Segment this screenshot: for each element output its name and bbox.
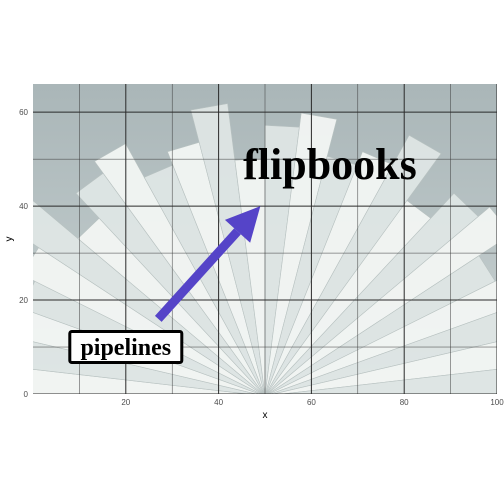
y-tick-label: 40: [19, 202, 28, 211]
annotation-text-flipbooks: flipbooks: [243, 140, 417, 189]
grid-lines: [33, 84, 497, 394]
x-axis-title: x: [263, 410, 268, 421]
annotation-text-pipelines: pipelines: [80, 335, 171, 361]
arrow-head: [224, 206, 261, 243]
y-tick-label: 60: [19, 108, 28, 117]
x-axis-ticks: 20 40 60 80 100: [121, 398, 504, 407]
annotation-arrow: [154, 206, 261, 322]
x-tick-label: 40: [214, 398, 223, 407]
annotation-label-box: pipelines: [68, 330, 184, 365]
x-tick-label: 20: [121, 398, 130, 407]
arrow-shaft: [154, 228, 241, 322]
y-axis-ticks: 0 20 40 60: [19, 108, 28, 399]
y-axis-title: y: [4, 237, 15, 242]
book-page-25: [279, 368, 497, 394]
y-tick-label: 20: [19, 296, 28, 305]
plot-panel: [33, 84, 497, 394]
x-tick-label: 100: [490, 398, 504, 407]
x-tick-label: 60: [307, 398, 316, 407]
label-box-border: [68, 330, 184, 365]
y-tick-label: 0: [24, 390, 29, 399]
x-tick-label: 80: [400, 398, 409, 407]
